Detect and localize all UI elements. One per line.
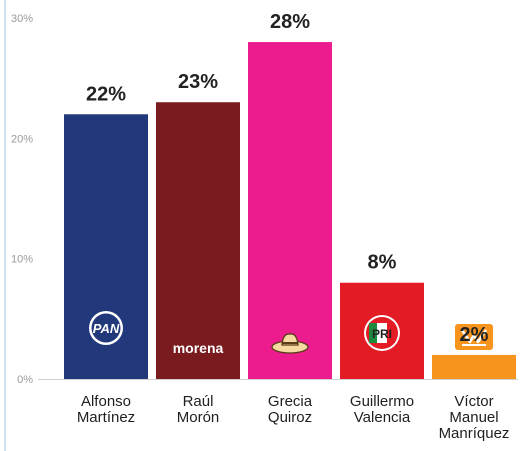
frame-line bbox=[4, 0, 6, 451]
category-label: Martínez bbox=[77, 409, 135, 426]
pan-logo-icon: PAN bbox=[89, 311, 123, 345]
sombrero-icon bbox=[271, 333, 309, 354]
y-tick-label: 30% bbox=[11, 13, 33, 25]
svg-text:PRI: PRI bbox=[372, 327, 392, 341]
y-tick-label: 0% bbox=[17, 374, 33, 386]
category-label: Alfonso bbox=[81, 393, 131, 410]
category-label: Raúl bbox=[183, 393, 214, 410]
svg-text:morena: morena bbox=[173, 340, 224, 356]
party-logos: PAN morena PRI bbox=[89, 311, 493, 356]
pri-logo-icon: PRI bbox=[364, 315, 400, 351]
category-label: Guillermo bbox=[350, 393, 414, 410]
data-label: 28% bbox=[270, 11, 310, 33]
category-label: Víctor bbox=[454, 393, 493, 410]
bars bbox=[64, 42, 516, 380]
y-tick-label: 10% bbox=[11, 254, 33, 266]
data-label: 2% bbox=[460, 324, 489, 346]
category-label: Morón bbox=[177, 409, 220, 426]
y-axis: 0% 10% 20% 30% bbox=[11, 13, 518, 386]
category-label: Quiroz bbox=[268, 409, 312, 426]
category-label: Manuel bbox=[449, 409, 498, 426]
bar bbox=[248, 42, 332, 380]
data-label: 23% bbox=[178, 71, 218, 93]
category-label: Valencia bbox=[354, 409, 411, 426]
category-label: Grecia bbox=[268, 393, 313, 410]
bar bbox=[156, 102, 240, 379]
morena-logo-icon: morena bbox=[173, 340, 224, 356]
bar bbox=[432, 354, 516, 379]
y-tick-label: 20% bbox=[11, 133, 33, 145]
category-label: Manríquez bbox=[439, 425, 510, 442]
value-labels: 22% 23% 28% 8% 2% bbox=[86, 11, 489, 346]
svg-text:PAN: PAN bbox=[93, 321, 120, 336]
data-label: 22% bbox=[86, 83, 126, 105]
movimiento-ciudadano-logo-icon bbox=[455, 324, 493, 350]
data-label: 8% bbox=[368, 252, 397, 274]
